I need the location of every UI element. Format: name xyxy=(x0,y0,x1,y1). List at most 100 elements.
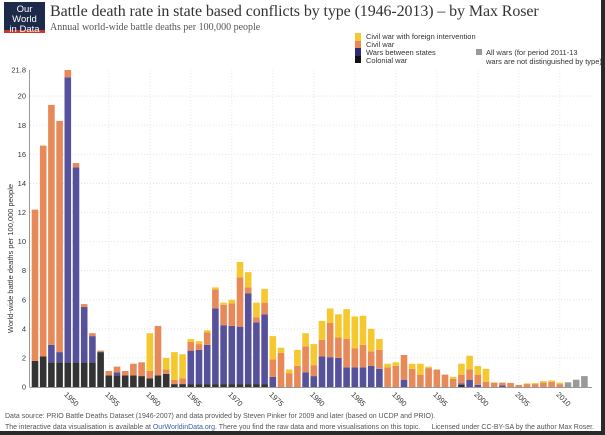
legend-label-civil[interactable]: Civil war xyxy=(366,40,395,49)
bar-1987-series-2 xyxy=(367,351,375,366)
y-tick-label: 16 xyxy=(18,150,26,159)
bar-2008-series-3 xyxy=(540,381,547,383)
bar-2008-series-2 xyxy=(540,382,547,387)
bar-1966-series-1 xyxy=(195,349,203,385)
bar-1969-series-3 xyxy=(220,302,227,305)
bar-1976-series-3 xyxy=(277,347,285,353)
legend-swatch-foreign xyxy=(355,33,361,41)
bar-2002-series-2 xyxy=(490,382,498,387)
bar-1971-series-0 xyxy=(236,384,244,387)
bar-1968-series-1 xyxy=(212,308,219,385)
bar-1952-series-1 xyxy=(80,307,88,363)
bar-1993-series-3 xyxy=(417,363,424,375)
bar-1972-series-3 xyxy=(244,272,252,288)
chart-subtitle: Annual world-wide battle deaths per 100,… xyxy=(50,22,261,33)
y-tick-label: 18 xyxy=(18,121,26,130)
bar-1978-series-3 xyxy=(294,349,301,366)
legend-label-colonial[interactable]: Colonial war xyxy=(366,56,408,65)
bar-1971-series-2 xyxy=(236,277,244,327)
bar-1953-series-2 xyxy=(89,333,96,337)
bar-2012-series-4 xyxy=(572,379,580,387)
bar-1998-series-1 xyxy=(458,383,465,385)
x-tick-label: 1995 xyxy=(431,390,449,408)
bar-1973-series-3 xyxy=(253,302,260,318)
bar-1980-series-2 xyxy=(310,365,318,377)
bar-1999-series-2 xyxy=(466,369,473,380)
frame-bottom xyxy=(0,431,605,435)
owid-link[interactable]: OurWorldinData.org xyxy=(152,424,215,431)
legend-swatch-interstate xyxy=(355,48,361,56)
bar-2010-series-3 xyxy=(556,382,564,385)
bar-1984-series-2 xyxy=(343,339,350,368)
bar-1985-series-2 xyxy=(351,348,359,368)
bar-1959-series-0 xyxy=(138,376,145,387)
bar-1993-series-2 xyxy=(417,374,424,387)
bar-1984-series-3 xyxy=(343,309,350,340)
bar-1967-series-1 xyxy=(203,344,211,385)
x-tick-label: 1980 xyxy=(308,390,326,408)
bar-1970-series-1 xyxy=(228,325,236,385)
bar-1963-series-2 xyxy=(171,379,178,385)
bar-1962-series-0 xyxy=(162,373,170,387)
logo-line1: Our World xyxy=(12,4,37,25)
bar-1974-series-3 xyxy=(261,288,268,303)
y-tick-label: 2 xyxy=(22,353,26,362)
bar-1999-series-1 xyxy=(466,379,473,387)
bar-1979-series-3 xyxy=(302,333,309,347)
bar-2009-series-2 xyxy=(548,381,555,387)
x-tick-label: 2010 xyxy=(554,390,572,408)
bar-1982-series-1 xyxy=(326,357,334,387)
bar-1994-series-2 xyxy=(425,368,432,387)
bar-1999-series-3 xyxy=(466,355,473,370)
bar-1976-series-2 xyxy=(277,352,285,387)
bar-1966-series-2 xyxy=(195,344,203,350)
x-tick-label: 1950 xyxy=(62,390,80,408)
bar-1975-series-2 xyxy=(269,359,277,377)
bar-1953-series-0 xyxy=(89,362,96,387)
bar-1949-series-1 xyxy=(56,352,63,363)
bar-2001-series-3 xyxy=(482,368,490,382)
bar-1983-series-1 xyxy=(335,357,342,387)
bar-1954-series-0 xyxy=(97,352,104,387)
bar-1958-series-0 xyxy=(130,375,137,387)
bar-1972-series-1 xyxy=(244,293,252,385)
bar-1995-series-2 xyxy=(433,369,441,387)
bar-1983-series-3 xyxy=(335,314,342,338)
bar-1968-series-2 xyxy=(212,289,219,309)
bar-1956-series-1 xyxy=(113,372,121,376)
bar-1951-series-1 xyxy=(72,167,80,363)
bar-2002-series-3 xyxy=(490,382,498,383)
bar-1975-series-3 xyxy=(269,336,277,360)
footer-interactive: The interactive data visualisation is av… xyxy=(5,424,420,431)
bar-1984-series-1 xyxy=(343,367,350,387)
y-tick-label: 6 xyxy=(22,295,26,304)
bar-1968-series-0 xyxy=(212,384,219,387)
bar-1996-series-2 xyxy=(441,374,449,387)
bar-1977-series-2 xyxy=(285,373,293,387)
bar-2004-series-2 xyxy=(507,382,514,387)
bar-2013-series-4 xyxy=(581,376,588,387)
owid-logo: Our World in Data xyxy=(4,2,45,35)
y-tick-label: 0 xyxy=(22,383,26,392)
legend-label-interstate[interactable]: Wars between states xyxy=(366,48,436,57)
legend-label-all-1[interactable]: All wars (for period 2011-13 xyxy=(486,48,578,57)
bar-1967-series-2 xyxy=(203,332,211,345)
bar-2000-series-3 xyxy=(474,365,482,375)
bar-1969-series-2 xyxy=(220,304,227,326)
footer-interactive-suffix: . There you find the raw data and more v… xyxy=(214,424,421,431)
bar-1997-series-3 xyxy=(449,376,457,380)
bar-1979-series-1 xyxy=(302,372,309,387)
bar-1956-series-2 xyxy=(113,366,121,373)
bar-1991-series-1 xyxy=(400,379,408,387)
bar-1965-series-0 xyxy=(187,384,195,387)
bar-1981-series-2 xyxy=(318,339,326,357)
legend-label-foreign[interactable]: Civil war with foreign intervention xyxy=(366,32,476,41)
bar-1980-series-1 xyxy=(310,376,318,387)
bar-1969-series-0 xyxy=(220,384,227,387)
bar-2001-series-2 xyxy=(482,381,490,387)
x-tick-label: 1970 xyxy=(226,390,244,408)
y-tick-label: 21.8 xyxy=(11,66,26,75)
frame-right xyxy=(601,0,605,435)
bar-1951-series-2 xyxy=(72,163,80,168)
bar-1977-series-3 xyxy=(285,369,293,374)
